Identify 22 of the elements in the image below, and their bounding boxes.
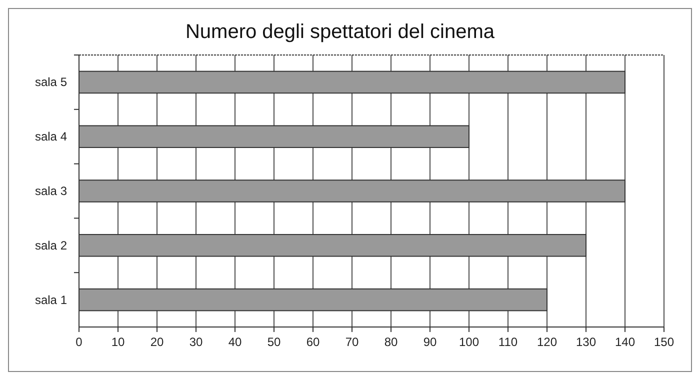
chart-title: Numero degli spettatori del cinema: [185, 21, 496, 43]
x-tick-label: 120: [536, 335, 558, 349]
x-tick-label: 20: [150, 335, 164, 349]
y-tick-label: sala 5: [34, 75, 68, 90]
x-tick-label: 50: [267, 335, 281, 349]
y-tick-label: sala 2: [34, 238, 68, 252]
x-tick-label: 40: [228, 335, 242, 349]
x-tick-label: 150: [654, 335, 674, 349]
x-tick-label: 80: [384, 335, 398, 349]
x-tick-label: 100: [458, 335, 480, 349]
y-tick-label: sala 4: [34, 130, 68, 144]
x-tick-label: 60: [306, 335, 320, 349]
x-tick-label: 130: [576, 335, 596, 349]
y-tick-label: sala 1: [34, 292, 68, 307]
x-tick-label: 90: [423, 335, 437, 349]
x-tick-label: 140: [614, 335, 636, 349]
x-tick-label: 110: [498, 335, 518, 349]
x-tick-label: 30: [189, 335, 203, 349]
x-tick-label: 10: [111, 335, 125, 349]
x-tick-label: 70: [345, 335, 359, 349]
y-tick-label: sala 3: [34, 184, 68, 198]
x-tick-label: 0: [76, 335, 83, 349]
